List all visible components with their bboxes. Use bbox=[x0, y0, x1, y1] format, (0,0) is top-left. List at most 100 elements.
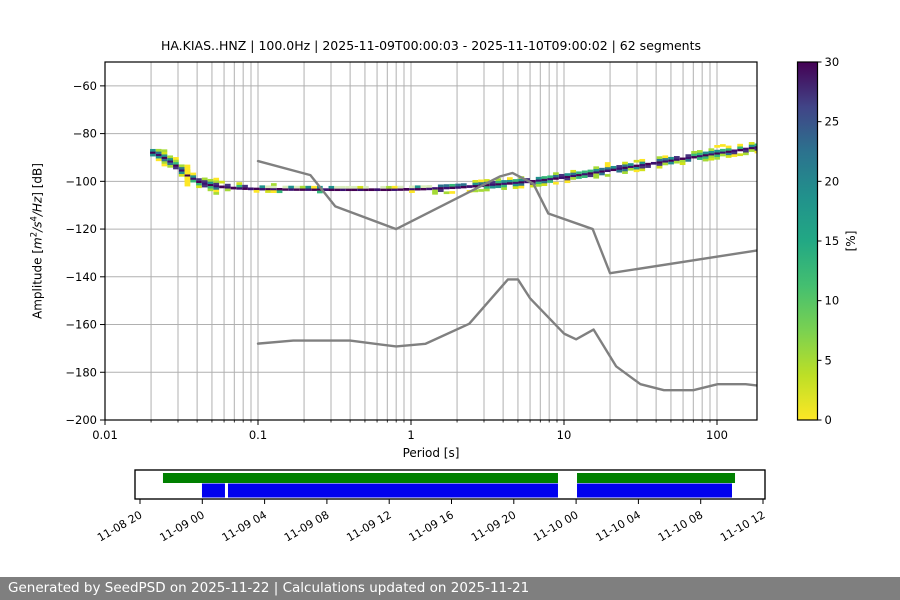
ppsd-cell bbox=[178, 166, 185, 170]
ppsd-cell bbox=[489, 181, 496, 184]
ppsd-cell bbox=[178, 173, 185, 177]
colorbar-tick-label: 20 bbox=[825, 174, 840, 188]
colorbar-tick-label: 25 bbox=[825, 115, 840, 129]
ppsd-cell bbox=[530, 184, 536, 188]
ppsd-cell bbox=[345, 185, 352, 189]
ppsd-cell bbox=[558, 173, 565, 177]
ppsd-cell bbox=[708, 150, 715, 154]
ppsd-cell bbox=[374, 188, 381, 192]
ppsd-cell bbox=[720, 148, 726, 152]
ppsd-cell bbox=[599, 167, 605, 171]
ppsd-cell bbox=[737, 143, 743, 147]
ppsd-cell bbox=[161, 163, 168, 167]
ppsd-cell bbox=[581, 170, 588, 174]
ppsd-cell bbox=[213, 189, 220, 193]
ppsd-cell bbox=[748, 142, 755, 145]
ppsd-cell bbox=[558, 176, 565, 180]
timeline-box-border bbox=[134, 469, 766, 500]
ppsd-cell bbox=[547, 180, 554, 183]
ppsd-cell bbox=[616, 167, 623, 171]
ppsd-cell bbox=[213, 182, 220, 186]
ppsd-cell bbox=[535, 184, 542, 187]
ppsd-cell bbox=[190, 172, 197, 176]
ppsd-cell bbox=[553, 174, 559, 178]
ppsd-cell bbox=[645, 162, 651, 166]
ppsd-cell bbox=[708, 153, 715, 156]
x-tick-label: 0.01 bbox=[92, 428, 118, 442]
ppsd-cell bbox=[173, 157, 179, 160]
ppsd-cell bbox=[213, 177, 220, 181]
ppsd-cell bbox=[161, 156, 168, 160]
ppsd-cell bbox=[650, 161, 657, 165]
ppsd-cell bbox=[311, 185, 317, 189]
ppsd-cell bbox=[242, 184, 248, 188]
ppsd-cell bbox=[731, 151, 738, 155]
ppsd-cell bbox=[293, 185, 300, 189]
ppsd-cell bbox=[426, 187, 433, 191]
ppsd-cell bbox=[610, 168, 617, 172]
ppsd-cell bbox=[506, 181, 513, 185]
ppsd-cell bbox=[633, 169, 640, 173]
ppsd-cell bbox=[691, 155, 697, 159]
ppsd-cell bbox=[541, 180, 548, 184]
ppsd-cell bbox=[553, 172, 559, 175]
ppsd-cell bbox=[662, 160, 669, 163]
ppsd-cell bbox=[397, 185, 404, 189]
ppsd-cell bbox=[604, 174, 611, 177]
ppsd-cell bbox=[207, 186, 214, 189]
ppsd-cell bbox=[184, 174, 191, 177]
y-tick-label: −60 bbox=[73, 79, 97, 93]
ppsd-cell bbox=[593, 171, 600, 174]
ppsd-cell bbox=[518, 180, 525, 184]
timeline-tick-label: 11-09 04 bbox=[220, 508, 269, 544]
ppsd-cell bbox=[576, 173, 582, 177]
colorbar-gradient bbox=[797, 62, 818, 420]
ppsd-cell bbox=[622, 166, 628, 170]
colorbar: 0 5 10 15 20 25 30 bbox=[796, 55, 840, 427]
ppsd-cell bbox=[541, 183, 548, 187]
ppsd-cell bbox=[150, 151, 156, 155]
ppsd-cell bbox=[737, 153, 743, 157]
ppsd-cell bbox=[409, 185, 415, 189]
ppsd-cell bbox=[184, 171, 191, 175]
ppsd-cell bbox=[224, 188, 231, 192]
ppsd-cell bbox=[270, 183, 277, 186]
ppsd-cell bbox=[714, 156, 720, 160]
ppsd-cell bbox=[512, 181, 519, 185]
ppsd-cell bbox=[685, 156, 692, 160]
ppsd-cell bbox=[506, 177, 513, 180]
ppsd-cell bbox=[282, 188, 289, 191]
ppsd-cell bbox=[455, 186, 461, 189]
y-tick-label: −80 bbox=[73, 127, 97, 141]
ppsd-cell bbox=[633, 167, 640, 170]
ppsd-cell bbox=[420, 187, 427, 191]
ppsd-cell bbox=[207, 183, 214, 187]
y-tick-label: −200 bbox=[65, 413, 97, 427]
ppsd-cell bbox=[501, 184, 507, 188]
ppsd-cell bbox=[265, 190, 271, 193]
ppsd-cell bbox=[161, 151, 168, 155]
ppsd-cell bbox=[725, 152, 732, 156]
ppsd-cell bbox=[386, 185, 392, 189]
ppsd-cell bbox=[345, 188, 352, 192]
ppsd-cell bbox=[155, 151, 162, 154]
ppsd-cell bbox=[213, 180, 220, 183]
ppsd-cell bbox=[288, 185, 294, 189]
ppsd-cell bbox=[570, 177, 577, 180]
ppsd-cell bbox=[754, 145, 757, 149]
ppsd-cell bbox=[437, 184, 444, 188]
ppsd-cell bbox=[668, 156, 674, 160]
ppsd-cell bbox=[708, 148, 715, 151]
ppsd-cell bbox=[708, 157, 715, 161]
ppsd-cell bbox=[743, 147, 749, 151]
ppsd-cell bbox=[328, 185, 335, 189]
timeline-tick-label: 11-10 04 bbox=[594, 508, 643, 544]
ppsd-cell bbox=[201, 182, 208, 186]
ppsd-cell bbox=[639, 168, 646, 172]
y-axis-label-s-exp: 4 bbox=[29, 216, 40, 222]
ppsd-cell bbox=[466, 185, 473, 188]
ppsd-cell bbox=[414, 187, 421, 191]
ppsd-cell bbox=[270, 187, 277, 191]
ppsd-cell bbox=[224, 183, 231, 187]
ppsd-cell bbox=[242, 187, 248, 190]
